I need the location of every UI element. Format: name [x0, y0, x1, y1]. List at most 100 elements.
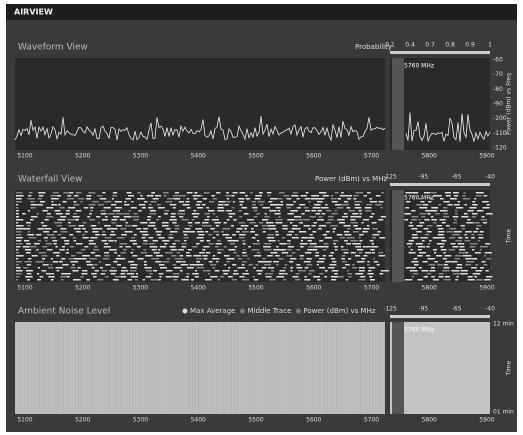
waterfall-cell: [213, 267, 216, 269]
waterfall-cell: [377, 231, 380, 233]
waterfall-cell: [147, 219, 150, 221]
waterfall-cell: [43, 264, 49, 266]
waterfall-cell: [144, 201, 147, 203]
waterfall-cell: [311, 210, 316, 212]
waterfall-cell: [28, 195, 31, 197]
waterfall-cell: [437, 243, 445, 245]
waterfall-cell: [362, 231, 367, 233]
waterfall-cell: [244, 213, 249, 215]
waterfall-cell: [312, 231, 316, 233]
waterfall-cell: [451, 270, 459, 272]
waterfall-cell: [37, 279, 41, 281]
waterfall-cell: [456, 267, 463, 269]
waterfall-cell: [36, 213, 39, 215]
waterfall-cell: [473, 231, 478, 233]
waterfall-cell: [427, 213, 430, 215]
waterfall-cell: [72, 270, 78, 272]
waterfall-cell: [111, 273, 116, 275]
waterfall-cell: [254, 225, 258, 227]
waterfall-cell: [406, 267, 412, 269]
waterfall-cell: [207, 240, 211, 242]
waterfall-cell: [172, 222, 176, 224]
waterfall-cell: [441, 240, 446, 242]
waterfall-cell: [242, 279, 249, 281]
waterfall-cell: [173, 276, 179, 278]
waterfall-cell: [455, 213, 458, 215]
waterfall-cell: [16, 258, 18, 260]
waterfall-cell: [453, 192, 459, 194]
waterfall-cell: [264, 243, 272, 245]
waterfall-cell: [102, 231, 105, 233]
waterfall-cell: [287, 249, 292, 251]
waterfall-cell: [317, 201, 323, 203]
waterfall-cell: [159, 276, 161, 278]
title-bar: [6, 4, 517, 20]
waterfall-cell: [317, 279, 321, 281]
waterfall-cell: [454, 204, 460, 206]
waterfall-cell: [104, 225, 111, 227]
waterfall-cell: [47, 213, 51, 215]
waterfall-cell: [424, 228, 429, 230]
waterfall-cell: [275, 213, 281, 215]
waterfall-cell: [158, 249, 160, 251]
waterfall-cell: [16, 255, 24, 257]
waterfall-cell: [149, 213, 156, 215]
waterfall-cell: [16, 237, 23, 239]
waterfall-cell: [131, 276, 138, 278]
waterfall-cell: [133, 219, 139, 221]
noise-stripe: [348, 322, 349, 414]
waterfall-cell: [214, 222, 221, 224]
noise-stripe: [369, 322, 370, 414]
noise-stripe: [99, 322, 100, 414]
waterfall-cell: [283, 267, 286, 269]
waterfall-cell: [469, 246, 475, 248]
waterfall-cell: [36, 249, 38, 251]
waterfall-cell: [73, 213, 77, 215]
waterfall-cell: [48, 276, 54, 278]
waterfall-cell: [297, 207, 301, 209]
x-label: 5700: [364, 153, 379, 160]
waterfall-cell: [258, 273, 262, 275]
waterfall-cell: [364, 195, 367, 197]
noise-stripe: [372, 322, 373, 414]
waterfall-cell: [420, 237, 427, 239]
noise-stripe: [222, 322, 223, 414]
waterfall-cell: [250, 231, 255, 233]
waterfall-cell: [141, 252, 148, 254]
waterfall-cell: [342, 216, 348, 218]
waterfall-cell: [458, 243, 465, 245]
waterfall-cell: [269, 279, 275, 281]
waterfall-cell: [150, 279, 158, 281]
waterfall-cell: [203, 198, 207, 200]
waterfall-cell: [418, 219, 420, 221]
waterfall-cell: [374, 261, 378, 263]
waterfall-cell: [466, 252, 468, 254]
noise-stripe: [15, 322, 16, 414]
waterfall-cell: [74, 240, 77, 242]
waterfall-cell: [52, 201, 54, 203]
waterfall-cell: [280, 249, 287, 251]
noise-stripe: [102, 322, 103, 414]
waterfall-cell: [254, 210, 257, 212]
waterfall-cell: [411, 219, 417, 221]
waterfall-cell: [428, 258, 435, 260]
waterfall-cell: [299, 231, 306, 233]
waterfall-cell: [140, 195, 142, 197]
waterfall-cell: [482, 216, 485, 218]
waterfall-cell: [26, 222, 31, 224]
waterfall-cell: [379, 252, 384, 254]
y-label: -60: [493, 57, 503, 64]
waterfall-cell: [96, 216, 100, 218]
waterfall-cell: [170, 246, 176, 248]
waterfall-cell: [296, 264, 300, 266]
noise-stripe: [30, 322, 31, 414]
waterfall-cell: [335, 249, 337, 251]
waterfall-cell: [352, 213, 358, 215]
waterfall-cell: [25, 276, 32, 278]
waterfall-cell: [443, 201, 449, 203]
waterfall-cell: [252, 243, 260, 245]
noise-stripe: [231, 322, 232, 414]
waterfall-cell: [101, 210, 106, 212]
waterfall-cell: [121, 273, 126, 275]
waterfall-cell: [319, 192, 326, 194]
